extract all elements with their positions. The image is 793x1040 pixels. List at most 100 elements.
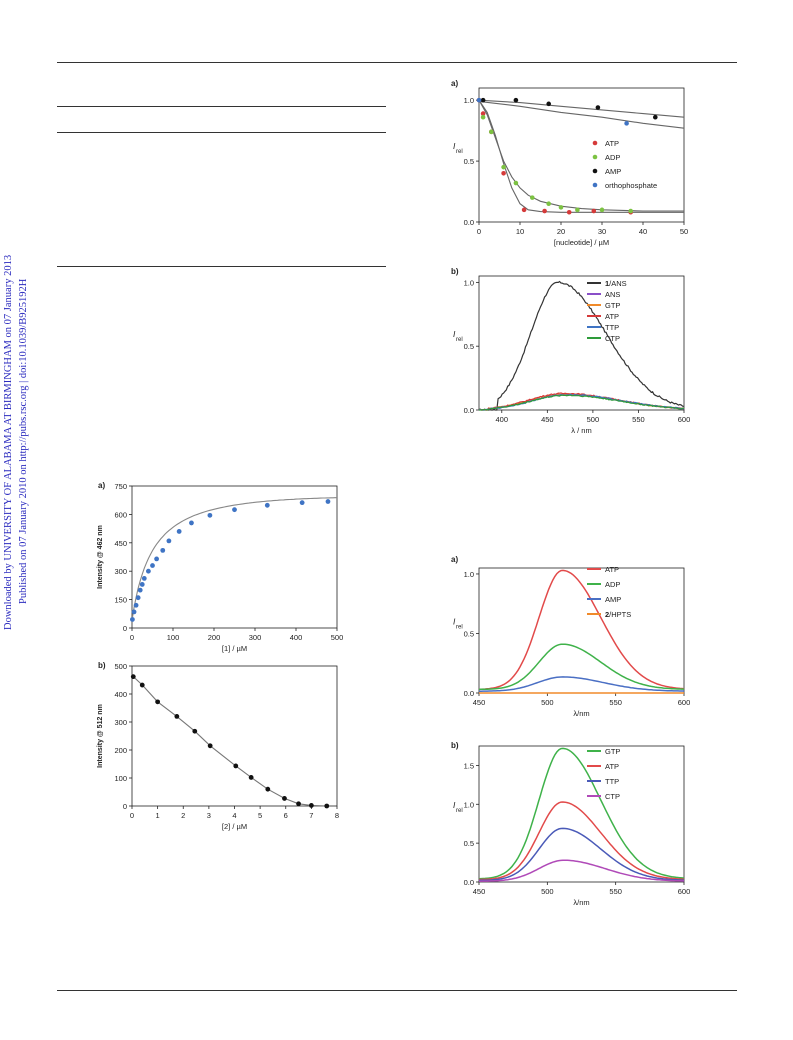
data-point [141, 575, 147, 581]
y-tick-label: 1.0 [464, 800, 474, 809]
y-tick-label: 0.0 [464, 406, 474, 415]
data-point [558, 205, 564, 210]
y-tick-label: 300 [114, 567, 127, 576]
y-tick-label: 0.5 [464, 839, 474, 848]
legend-label: ATP [605, 762, 619, 771]
y-axis-label-sub: rel [456, 149, 463, 155]
y-axis-label: I [453, 329, 456, 339]
data-point [154, 556, 159, 562]
legend-label: ATP [605, 312, 619, 321]
y-tick-label: 1.0 [464, 278, 474, 287]
data-point [130, 674, 136, 680]
legend-label: orthophosphate [605, 181, 657, 190]
x-tick-label: 50 [680, 227, 688, 236]
data-point [296, 801, 301, 807]
y-tick-label: 0.5 [464, 629, 474, 638]
data-point [566, 209, 572, 215]
legend-label: ADP [605, 153, 620, 162]
x-tick-label: 450 [473, 698, 486, 707]
panel-label: a) [451, 79, 458, 88]
x-tick-label: 300 [249, 633, 262, 642]
x-axis-label: [1] / µM [222, 644, 247, 653]
y-tick-label: 200 [114, 746, 127, 755]
data-point [501, 170, 506, 176]
legend-label: TTP [605, 777, 619, 786]
data-point [207, 743, 213, 749]
series-line [479, 676, 684, 692]
download-watermark: Downloaded by UNIVERSITY OF ALABAMA AT B… [0, 0, 40, 1040]
y-axis-label-sub: rel [456, 808, 463, 814]
data-point [308, 803, 314, 808]
y-tick-label: 0 [123, 624, 127, 633]
x-tick-label: 40 [639, 227, 647, 236]
y-tick-label: 400 [114, 690, 127, 699]
x-tick-label: 500 [331, 633, 344, 642]
data-point [233, 763, 239, 769]
data-point [135, 595, 141, 601]
x-tick-label: 4 [232, 811, 236, 820]
x-tick-label: 500 [587, 415, 600, 424]
x-tick-label: 600 [678, 415, 691, 424]
plot-frame [131, 485, 338, 629]
x-tick-label: 0 [130, 633, 134, 642]
data-point [139, 682, 145, 688]
x-tick-label: 20 [557, 227, 565, 236]
x-tick-label: 550 [609, 698, 622, 707]
y-axis-label-sub: rel [456, 625, 463, 631]
header-rule [57, 62, 737, 63]
plot-frame [478, 567, 685, 694]
data-point [133, 602, 139, 608]
data-point [264, 502, 270, 508]
y-tick-label: 1.0 [464, 570, 474, 579]
x-tick-label: 8 [335, 811, 339, 820]
watermark-line-2: Published on 07 January 2010 on http://p… [18, 278, 29, 604]
data-point [542, 208, 547, 214]
data-point [501, 164, 506, 170]
series-line [478, 643, 684, 691]
x-tick-label: 1 [156, 811, 160, 820]
y-tick-label: 0.0 [464, 878, 474, 887]
plot-frame [478, 275, 685, 411]
fit-curve [478, 99, 684, 213]
series-line [479, 569, 685, 690]
data-point [480, 111, 486, 116]
data-point [575, 207, 580, 213]
data-point [628, 208, 633, 214]
table-header-rule [57, 132, 386, 133]
data-point [653, 114, 658, 120]
x-tick-label: 2 [181, 811, 185, 820]
x-tick-label: 6 [284, 811, 288, 820]
data-point [521, 207, 527, 213]
y-axis-label: I [453, 617, 456, 627]
legend-label: ATP [605, 139, 619, 148]
fit-curve [132, 676, 327, 807]
data-point [595, 105, 601, 110]
watermark-line-1: Downloaded by UNIVERSITY OF ALABAMA AT B… [3, 254, 14, 630]
x-tick-label: 7 [309, 811, 313, 820]
panel-label: b) [451, 741, 459, 750]
legend-marker [592, 182, 598, 188]
data-point [476, 97, 482, 103]
x-tick-label: 600 [678, 698, 691, 707]
data-point [189, 520, 194, 526]
data-point [324, 803, 330, 809]
series-line [478, 859, 684, 882]
panel-label: b) [98, 661, 106, 670]
data-point [489, 129, 494, 135]
legend-marker [592, 168, 598, 174]
data-point [232, 507, 237, 513]
series-line [478, 747, 685, 880]
x-tick-label: 10 [516, 227, 524, 236]
y-tick-label: 0 [123, 802, 127, 811]
series-line [478, 280, 685, 411]
fit-curve [131, 497, 337, 621]
table-top-rule [57, 106, 386, 107]
panel-label: a) [98, 481, 105, 490]
y-axis-label: Intensity @ 512 nm [97, 704, 104, 768]
data-point [192, 728, 198, 734]
data-point [480, 97, 486, 103]
chart-intensity-512: b) 0 1 2 3 4 5 6 7 8 0 100 200 300 400 500 [2] / µM Inten… [97, 661, 339, 831]
x-tick-label: 600 [678, 887, 691, 896]
y-tick-label: 750 [114, 482, 127, 491]
